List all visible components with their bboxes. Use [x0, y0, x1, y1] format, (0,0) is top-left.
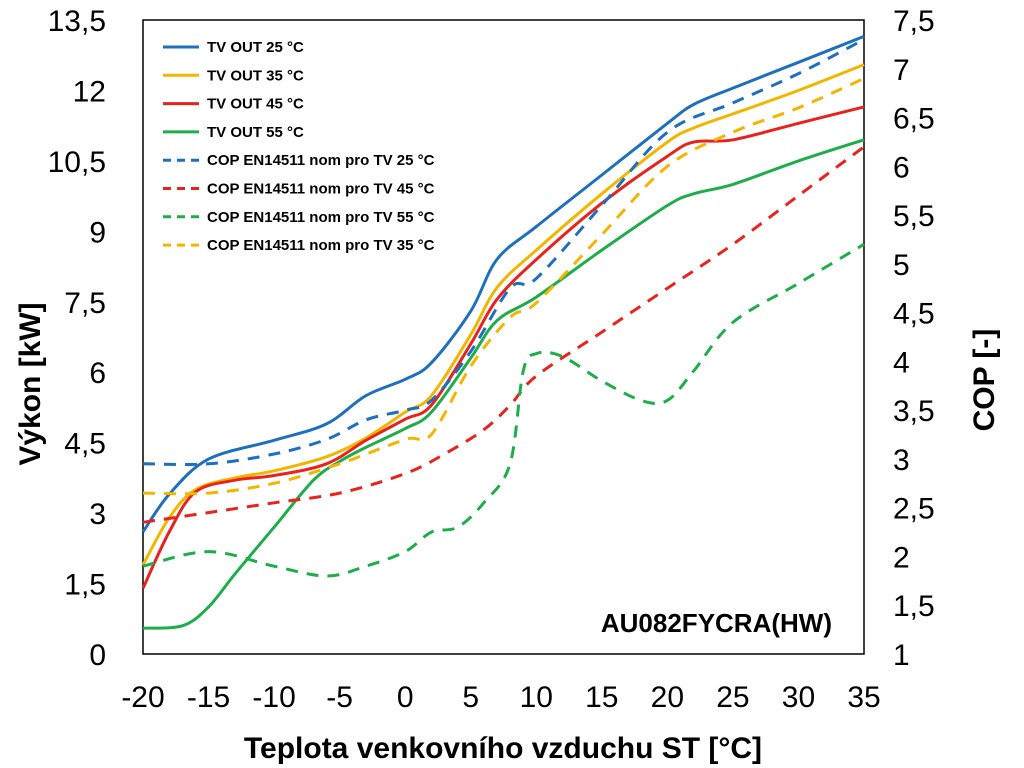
x-tick-label: 35: [847, 681, 880, 714]
series-line-cop-en14511-nom-pro-tv-45-c: [142, 145, 865, 524]
series-layer: [141, 35, 865, 630]
y-axis-title: Výkon [kW]: [14, 302, 47, 465]
y2-tick-label: 5,5: [893, 200, 935, 233]
y-tick-label: 9: [89, 216, 106, 249]
y-tick-label: 7,5: [64, 287, 106, 320]
y2-tick-label: 3,5: [893, 395, 935, 428]
y2-tick-label: 7: [893, 54, 910, 87]
legend-label: TV OUT 55 °C: [207, 124, 304, 141]
series-line-tv-out-55-c: [142, 138, 865, 630]
y2-tick-label: 1,5: [893, 590, 935, 623]
legend-label: TV OUT 45 °C: [207, 96, 304, 113]
plot-area: [142, 19, 865, 655]
series-line-cop-en14511-nom-pro-tv-55-c: [142, 243, 865, 578]
x-tick-label: -20: [121, 681, 164, 714]
legend-label: COP EN14511 nom pro TV 55 °C: [207, 209, 435, 226]
x-tick-label: -15: [187, 681, 230, 714]
x-tick-label: 10: [520, 681, 553, 714]
x-tick-label: 30: [782, 681, 815, 714]
legend-label: TV OUT 35 °C: [207, 67, 304, 84]
y-tick-label: 3: [89, 498, 106, 531]
y2-tick-label: 6: [893, 151, 910, 184]
series-line-tv-out-25-c: [141, 35, 865, 533]
y-tick-label: 6: [89, 357, 106, 390]
y2-tick-label: 4,5: [893, 298, 935, 331]
y-tick-label: 10,5: [48, 146, 106, 179]
plot-frame: [142, 19, 865, 655]
x-tick-label: 25: [716, 681, 749, 714]
y2-tick-label: 2,5: [893, 493, 935, 526]
x-tick-label: 15: [585, 681, 618, 714]
y-tick-label: 13,5: [48, 5, 106, 38]
x-tick-label: 5: [462, 681, 479, 714]
y2-tick-label: 7,5: [893, 5, 935, 38]
legend-label: COP EN14511 nom pro TV 35 °C: [207, 237, 435, 254]
x-tick-label: 0: [397, 681, 414, 714]
y2-tick-label: 5: [893, 249, 910, 282]
y-tick-label: 0: [89, 639, 106, 672]
series-line-cop-en14511-nom-pro-tv-25-c: [142, 38, 865, 467]
legend-label: COP EN14511 nom pro TV 25 °C: [207, 152, 435, 169]
y-tick-label: 1,5: [64, 569, 106, 602]
y2-tick-label: 1: [893, 639, 910, 672]
series-line-tv-out-45-c: [141, 105, 865, 589]
y2-tick-label: 3: [893, 444, 910, 477]
x-tick-label: -5: [326, 681, 353, 714]
y-tick-label: 4,5: [64, 428, 106, 461]
series-line-tv-out-35-c: [141, 63, 865, 566]
y2-axis-title: COP [-]: [968, 329, 1001, 432]
chart-annotation: AU082FYCRA(HW): [601, 608, 832, 638]
x-tick-label: -10: [252, 681, 295, 714]
y2-tick-label: 6,5: [893, 103, 935, 136]
y2-tick-label: 2: [893, 541, 910, 574]
x-tick-label: 20: [651, 681, 684, 714]
legend-label: COP EN14511 nom pro TV 45 °C: [207, 181, 435, 198]
y-tick-label: 12: [73, 75, 106, 108]
x-axis-title: Teplota venkovního vzduchu ST [°C]: [244, 732, 762, 765]
legend-label: TV OUT 25 °C: [207, 39, 304, 56]
series-line-cop-en14511-nom-pro-tv-35-c: [142, 77, 865, 496]
y2-tick-label: 4: [893, 346, 910, 379]
legend: TV OUT 25 °C TV OUT 35 °C TV OUT 45 °C TV O…: [163, 39, 435, 254]
ticks-layer: -20 -15 -10 -5 0 5 10 15 20 25 30 3501,534,567,5910…: [48, 5, 935, 714]
